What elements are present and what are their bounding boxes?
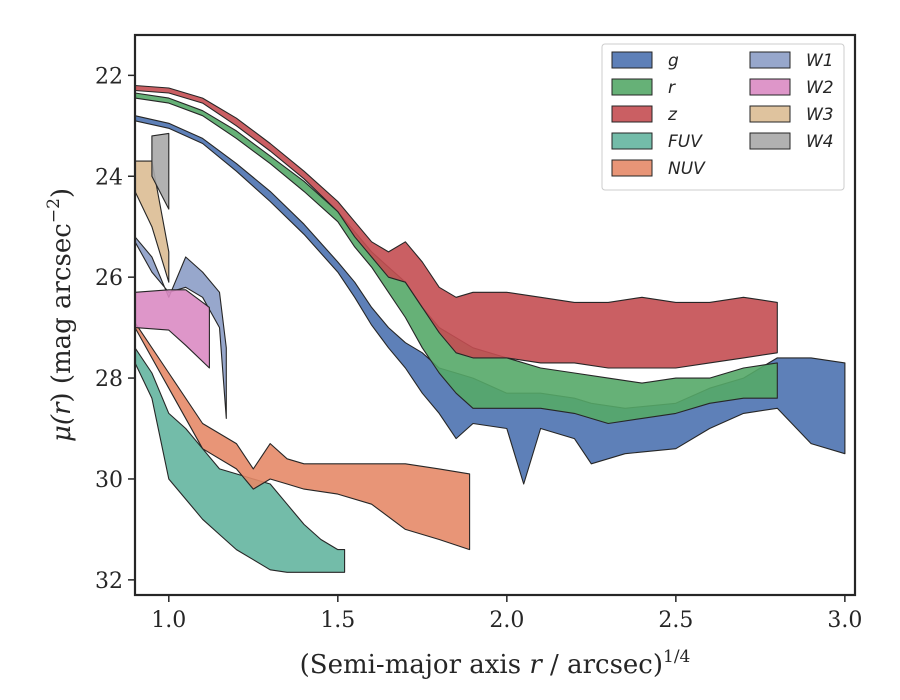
band-z <box>134 84 778 369</box>
y-tick-label: 26 <box>95 266 123 291</box>
y-tick-label: 22 <box>95 64 123 89</box>
legend-swatch-fuv <box>611 132 653 150</box>
y-axis: 22 24 26 28 30 32 <box>95 64 135 594</box>
legend-label-w2: W2 <box>806 78 834 98</box>
legend-label-nuv: NUV <box>668 159 706 179</box>
legend-swatch-w2 <box>749 78 791 96</box>
x-tick-label: 2.0 <box>489 608 524 633</box>
band-w2 <box>134 289 210 369</box>
legend-label-w1: W1 <box>806 51 834 71</box>
legend-label-z: z <box>667 105 678 125</box>
legend-label-fuv: FUV <box>668 132 703 152</box>
legend-swatch-r <box>611 78 653 96</box>
band-nuv <box>134 322 471 551</box>
y-tick-label: 30 <box>95 468 123 493</box>
x-tick-label: 1.5 <box>320 608 355 633</box>
legend-swatch-w1 <box>749 51 791 69</box>
legend-label-w3: W3 <box>806 105 834 125</box>
legend-swatch-z <box>611 105 653 123</box>
legend-swatch-w4 <box>749 132 791 150</box>
band-fuv <box>134 347 346 573</box>
band-g <box>134 115 846 485</box>
legend-swatch-g <box>611 51 653 69</box>
y-axis-label: μ(r) (mag arcsec−2) <box>44 188 77 442</box>
x-axis-label: (Semi-major axis r / arcsec)1/4 <box>300 647 691 680</box>
x-tick-label: 3.0 <box>827 608 862 633</box>
legend-swatch-nuv <box>611 159 653 177</box>
band-w4 <box>151 132 170 210</box>
x-tick-label: 2.5 <box>658 608 693 633</box>
band-w1 <box>134 236 227 419</box>
legend-label-g: g <box>668 51 679 71</box>
axes-frame <box>133 33 857 597</box>
legend: grz FUV NUV W1 W2 W3 W4 <box>601 43 845 191</box>
y-tick-label: 32 <box>95 569 123 594</box>
x-tick-label: 1.0 <box>151 608 186 633</box>
legend-label-r: r <box>668 78 676 98</box>
legend-swatch-w3 <box>749 105 791 123</box>
x-axis: 1.0 1.5 2.0 2.5 3.0 <box>151 595 862 633</box>
y-tick-label: 24 <box>95 165 123 190</box>
legend-label-w4: W4 <box>806 132 834 152</box>
y-tick-label: 28 <box>95 367 123 392</box>
